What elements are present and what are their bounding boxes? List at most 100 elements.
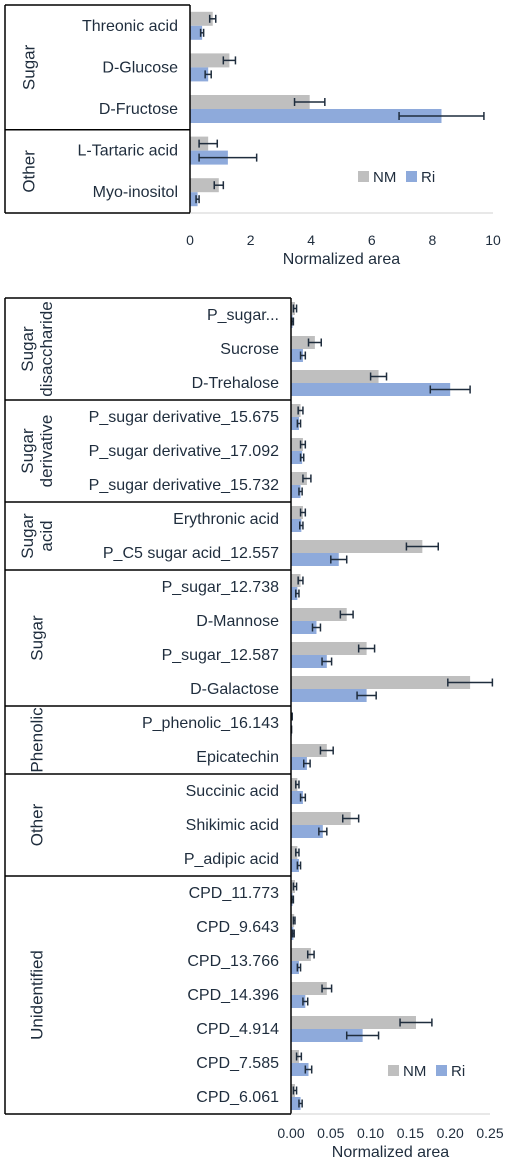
bar-nm-1-11 bbox=[291, 676, 471, 689]
category-label: CPD_4.914 bbox=[196, 1021, 279, 1038]
bar-ri-1-13 bbox=[291, 757, 307, 770]
error-bar-nm-0-4 bbox=[213, 181, 225, 190]
error-bar-nm-1-0 bbox=[292, 304, 298, 313]
x-tick-label: 0.05 bbox=[317, 1125, 344, 1141]
bar-nm-1-18 bbox=[291, 914, 295, 927]
error-bar-nm-1-13 bbox=[319, 746, 334, 755]
category-label: D-Fructose bbox=[99, 101, 178, 118]
x-axis-label: Normalized area bbox=[332, 1144, 449, 1161]
error-bar-nm-1-1 bbox=[307, 338, 322, 347]
error-bar-nm-1-20 bbox=[321, 984, 333, 993]
category-label: Threonic acid bbox=[82, 18, 178, 35]
error-bar-ri-1-8 bbox=[295, 589, 300, 598]
x-tick-label: 0.15 bbox=[397, 1125, 424, 1141]
x-tick-label: 4 bbox=[307, 232, 315, 248]
category-label: P_C5 sugar acid_12.557 bbox=[103, 545, 279, 562]
error-bar-nm-1-14 bbox=[295, 780, 300, 789]
bar-nm-0-4 bbox=[190, 178, 219, 193]
bar-nm-1-6 bbox=[291, 506, 303, 519]
bar-nm-1-14 bbox=[291, 778, 298, 791]
bar-nm-1-13 bbox=[291, 744, 327, 757]
x-tick-label: 0.10 bbox=[357, 1125, 384, 1141]
category-label: CPD_11.773 bbox=[189, 885, 280, 902]
bar-ri-0-1 bbox=[190, 67, 209, 82]
error-bar-nm-1-15 bbox=[341, 814, 360, 823]
error-bar-nm-1-5 bbox=[302, 474, 312, 483]
group-label-unidentified: Unidentified bbox=[27, 950, 46, 1040]
error-bar-ri-1-11 bbox=[356, 691, 377, 700]
legend-swatch-nm bbox=[358, 171, 369, 182]
x-tick-label: 0 bbox=[186, 232, 194, 248]
error-bar-nm-1-19 bbox=[306, 950, 315, 959]
error-bar-ri-1-4 bbox=[299, 453, 305, 462]
group-label-phenolic: Phenolic bbox=[27, 707, 46, 773]
error-bar-nm-1-17 bbox=[292, 882, 298, 891]
group-label-sugar-disaccharide: Sugar bbox=[18, 326, 37, 372]
error-bar-nm-1-9 bbox=[339, 610, 354, 619]
group-label-sugar-disaccharide: disaccharide bbox=[37, 301, 56, 396]
legend-swatch-ri bbox=[406, 171, 417, 182]
category-label: CPD_14.396 bbox=[187, 987, 279, 1004]
category-label: Epicatechin bbox=[196, 749, 279, 766]
error-bar-ri-1-1 bbox=[299, 351, 307, 360]
bar-nm-1-4 bbox=[291, 438, 303, 451]
error-bar-nm-1-2 bbox=[369, 372, 388, 381]
category-label: CPD_6.061 bbox=[196, 1089, 279, 1106]
error-bar-ri-1-15 bbox=[318, 827, 328, 836]
bar-ri-1-3 bbox=[291, 417, 299, 430]
category-label: P_phenolic_16.143 bbox=[142, 715, 279, 732]
x-tick-label: 8 bbox=[429, 232, 437, 248]
x-tick-label: 0.20 bbox=[437, 1125, 464, 1141]
bar-ri-0-2 bbox=[190, 109, 442, 123]
group-label-sugar: Sugar bbox=[27, 615, 46, 661]
error-bar-nm-1-18 bbox=[292, 916, 296, 925]
bar-nm-0-2 bbox=[190, 95, 310, 109]
error-bar-ri-0-2 bbox=[398, 112, 485, 120]
x-tick-label: 6 bbox=[368, 232, 376, 248]
bar-nm-1-8 bbox=[291, 574, 301, 587]
error-bar-ri-0-0 bbox=[199, 28, 205, 37]
bar-ri-1-6 bbox=[291, 519, 302, 532]
bar-nm-0-0 bbox=[190, 11, 213, 26]
error-bar-ri-0-3 bbox=[198, 153, 258, 162]
bar-ri-1-19 bbox=[291, 961, 299, 974]
error-bar-ri-0-1 bbox=[204, 70, 212, 79]
error-bar-ri-1-5 bbox=[298, 487, 303, 496]
error-bar-ri-1-7 bbox=[330, 555, 348, 564]
category-label: P_sugar... bbox=[207, 307, 279, 324]
error-bar-nm-1-10 bbox=[357, 644, 376, 653]
error-bar-ri-1-18 bbox=[291, 929, 295, 938]
error-bar-ri-1-6 bbox=[299, 521, 304, 530]
bar-nm-1-16 bbox=[291, 846, 298, 859]
error-bar-nm-1-16 bbox=[295, 848, 300, 857]
legend-swatch-ri bbox=[436, 1065, 447, 1076]
error-bar-nm-1-4 bbox=[299, 440, 307, 449]
category-label: Sucrose bbox=[220, 341, 279, 358]
x-tick-label: 0.25 bbox=[476, 1125, 503, 1141]
category-label: P_sugar derivative_17.092 bbox=[89, 443, 279, 460]
legend-label-nm: NM bbox=[373, 169, 396, 186]
group-label-other: Other bbox=[19, 150, 38, 193]
error-bar-ri-1-21 bbox=[345, 1031, 380, 1040]
group-label-sugar-acid: acid bbox=[37, 520, 56, 551]
error-bar-ri-1-17 bbox=[291, 895, 295, 904]
bar-ri-1-21 bbox=[291, 1029, 363, 1042]
category-label: Shikimic acid bbox=[186, 817, 279, 834]
category-label: CPD_13.766 bbox=[187, 953, 279, 970]
x-tick-label: 0.00 bbox=[277, 1125, 304, 1141]
error-bar-nm-1-3 bbox=[297, 406, 304, 415]
category-label: P_sugar_12.587 bbox=[162, 647, 280, 664]
category-label: P_sugar_12.738 bbox=[162, 579, 280, 596]
error-bar-ri-1-16 bbox=[296, 861, 302, 870]
legend-swatch-nm bbox=[388, 1065, 399, 1076]
x-tick-label: 2 bbox=[247, 232, 255, 248]
bar-ri-1-7 bbox=[291, 553, 339, 566]
error-bar-nm-1-21 bbox=[399, 1018, 433, 1027]
group-label-other: Other bbox=[27, 803, 46, 846]
bar-ri-0-0 bbox=[190, 25, 203, 40]
error-bar-ri-1-23 bbox=[298, 1099, 303, 1108]
category-label: P_sugar derivative_15.675 bbox=[89, 409, 279, 426]
bar-ri-1-4 bbox=[291, 451, 303, 464]
legend-label-ri: Ri bbox=[421, 169, 435, 186]
bar-nm-1-21 bbox=[291, 1016, 416, 1029]
